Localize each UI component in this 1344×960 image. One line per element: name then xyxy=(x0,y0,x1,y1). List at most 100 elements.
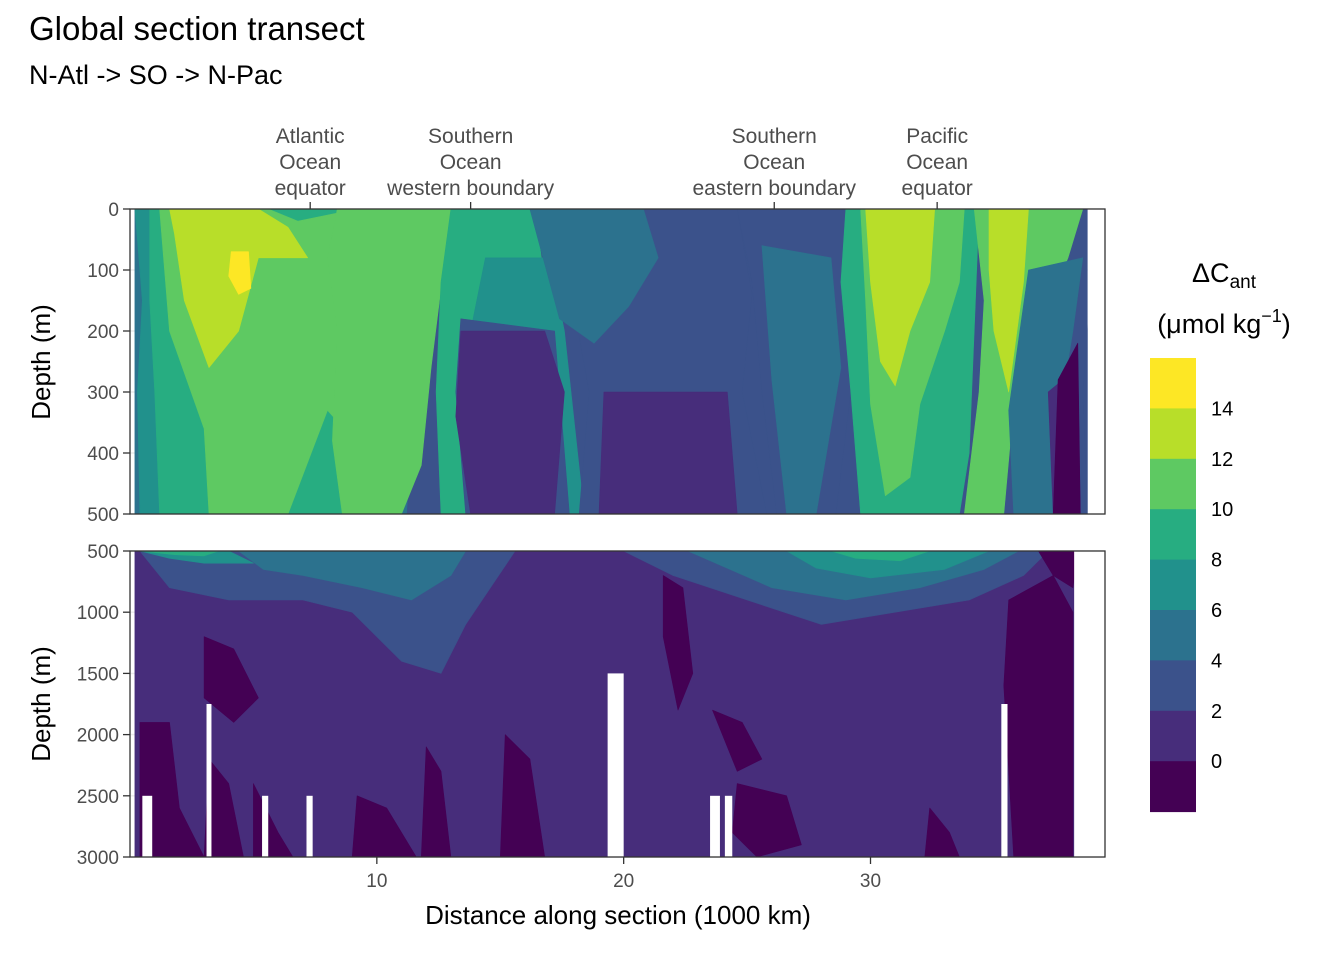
no-data-gap xyxy=(306,795,313,857)
legend-label: 14 xyxy=(1211,398,1233,420)
annotation-label: equator xyxy=(902,177,973,200)
y-tick-label: 2000 xyxy=(77,726,119,747)
legend-label: 8 xyxy=(1211,550,1222,572)
contour-region-level-8 xyxy=(139,722,205,857)
annotation-label: Ocean xyxy=(743,151,805,174)
legend-label: 12 xyxy=(1211,449,1233,471)
no-data-gap xyxy=(1001,704,1008,857)
no-data-gap xyxy=(724,795,733,857)
y-tick-label: 300 xyxy=(87,383,119,404)
legend-swatch xyxy=(1150,610,1196,661)
y-tick-label: 2500 xyxy=(77,787,119,808)
legend-swatch xyxy=(1150,710,1196,762)
y-tick-label: 3000 xyxy=(77,848,119,869)
contour-region-level-3 xyxy=(139,551,220,557)
legend-swatch xyxy=(1150,458,1196,510)
no-data-gap xyxy=(142,795,153,857)
no-data-gap xyxy=(1074,551,1089,857)
legend-unit-superscript: −1 xyxy=(1261,306,1282,326)
y-tick-label: 1500 xyxy=(77,664,119,685)
legend-title-main: ΔC xyxy=(1192,258,1230,288)
y-tick-label: 500 xyxy=(87,542,119,563)
legend-swatch xyxy=(1150,509,1196,561)
y-tick-label: 400 xyxy=(87,444,119,465)
contour-region-level-1 xyxy=(865,209,936,387)
contour-region-level-8 xyxy=(712,709,763,772)
region-annotations: Atlantic Ocean equator Southern Ocean western… xyxy=(275,125,973,209)
y-tick-label: 500 xyxy=(87,505,119,526)
legend-unit-suffix: ) xyxy=(1282,309,1291,339)
contour-region-level-7 xyxy=(455,330,565,514)
legend-label: 2 xyxy=(1211,701,1222,723)
contour-region-level-8 xyxy=(662,575,694,711)
legend-label: 0 xyxy=(1211,751,1222,773)
annotation-label: eastern boundary xyxy=(693,177,857,200)
legend-title: ΔCant xyxy=(1192,258,1257,293)
legend-swatch xyxy=(1150,559,1196,611)
y-tick-label: 100 xyxy=(87,261,119,282)
no-data-right-edge xyxy=(1087,209,1105,514)
annotation-label: Ocean xyxy=(440,151,502,174)
annotation-label: Pacific xyxy=(906,125,968,148)
annotation-label: Ocean xyxy=(279,151,341,174)
panel-border xyxy=(129,208,1106,515)
contour-region-level-7 xyxy=(598,391,738,514)
contour-region-level-8 xyxy=(420,746,452,857)
no-data-gap xyxy=(262,795,269,857)
y-axis-label-lower: Depth (m) xyxy=(26,646,56,762)
x-tick-label: 30 xyxy=(860,871,881,892)
contour-region-level-8 xyxy=(731,783,802,857)
annotation-label: Ocean xyxy=(906,151,968,174)
x-tick-label: 20 xyxy=(613,871,634,892)
contour-region-level-5 xyxy=(238,551,467,601)
upper-panel: 0 100 200 300 400 500 xyxy=(87,200,1106,526)
contour-region-level-8 xyxy=(1052,342,1081,514)
contour-fills xyxy=(134,551,1105,857)
contour-region-level-5 xyxy=(529,209,659,344)
contour-fills xyxy=(134,209,1105,514)
lower-panel: 500 1000 1500 2000 2500 3000 xyxy=(77,542,1106,869)
legend-swatch xyxy=(1150,408,1196,460)
contour-region-level-8 xyxy=(499,734,546,857)
x-axis-label: Distance along section (1000 km) xyxy=(425,900,811,930)
contour-region-level-8 xyxy=(351,795,417,857)
annotation-label: western boundary xyxy=(386,177,554,200)
annotation-label: Southern xyxy=(428,125,513,148)
no-data-right-edge xyxy=(1087,551,1105,857)
contour-region-level-8 xyxy=(1003,575,1074,857)
x-axis: 10 20 30 xyxy=(366,857,881,892)
contour-region-level-8 xyxy=(1038,551,1079,589)
contour-region-level-4 xyxy=(786,551,990,579)
legend-label: 4 xyxy=(1211,650,1222,672)
contour-region-level-5 xyxy=(761,245,842,514)
contour-region-level-8 xyxy=(203,758,244,857)
legend-swatches: 14 12 10 8 6 4 2 0 xyxy=(1150,358,1233,813)
contour-region-level-0 xyxy=(228,251,252,295)
legend-label: 6 xyxy=(1211,600,1222,622)
y-axis: 500 1000 1500 2000 2500 3000 xyxy=(77,542,130,869)
no-data-gap xyxy=(710,795,720,857)
y-tick-label: 200 xyxy=(87,322,119,343)
panel-border xyxy=(129,550,1106,858)
legend-swatch xyxy=(1150,660,1196,712)
contour-region-level-1 xyxy=(988,209,1029,393)
x-tick-label: 10 xyxy=(366,871,387,892)
y-axis: 0 100 200 300 400 500 xyxy=(87,200,130,526)
no-data-gap xyxy=(607,673,624,857)
legend-unit-prefix: (μmol kg xyxy=(1157,309,1261,339)
legend-label: 10 xyxy=(1211,499,1233,521)
chart-title: Global section transect xyxy=(29,10,365,47)
legend: ΔCant (μmol kg−1) 14 12 10 8 6 4 2 0 xyxy=(1150,258,1291,813)
annotation-label: equator xyxy=(275,177,346,200)
annotation-label: Atlantic xyxy=(276,125,345,148)
legend-swatch xyxy=(1150,761,1196,813)
legend-title-sub: ant xyxy=(1230,272,1257,293)
legend-unit: (μmol kg−1) xyxy=(1157,306,1291,339)
contour-region-level-3 xyxy=(830,551,931,562)
y-axis-label-upper: Depth (m) xyxy=(26,304,56,420)
no-data-gap xyxy=(206,704,212,857)
y-tick-label: 1000 xyxy=(77,603,119,624)
annotation-label: Southern xyxy=(732,125,817,148)
legend-swatch xyxy=(1150,358,1196,409)
